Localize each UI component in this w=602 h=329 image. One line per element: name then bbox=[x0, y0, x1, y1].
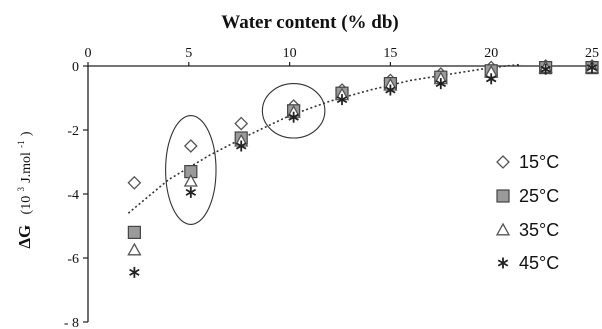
point-asterisk bbox=[498, 258, 508, 269]
x-axis-title: Water content (% db) bbox=[221, 12, 399, 33]
highlight-ellipses bbox=[166, 84, 325, 225]
x-tick-label: 10 bbox=[283, 46, 297, 61]
svg-text:ΔG (10 3 J.: ΔG (10 3 J.mol -1 ) bbox=[9, 131, 34, 249]
legend-item: 25°C bbox=[497, 186, 559, 206]
x-tick-label: 0 bbox=[85, 46, 92, 61]
point-diamond bbox=[497, 156, 509, 168]
y-tick-label: -6 bbox=[67, 252, 79, 267]
y-axis-unit-sup: 3 bbox=[16, 187, 26, 192]
y-axis-title: ΔG (10 3 J.mol -1 ) bbox=[9, 131, 34, 249]
y-tick-label: -4 bbox=[67, 188, 79, 203]
y-axis-ticks: 0 -2 -4 -6 - 8 bbox=[64, 60, 88, 329]
legend-label: 15°C bbox=[519, 152, 559, 172]
point-triangle bbox=[497, 224, 509, 235]
y-tick-label: -2 bbox=[67, 124, 79, 139]
y-axis-unit-mid: J.mol bbox=[19, 152, 34, 183]
x-tick-label: 20 bbox=[484, 46, 498, 61]
legend: 15°C 25°C 35°C 45°C bbox=[497, 152, 559, 273]
x-axis-ticks: 0 5 10 15 20 25 bbox=[85, 46, 600, 66]
point-diamond bbox=[235, 118, 247, 130]
y-tick-label: 0 bbox=[72, 60, 79, 75]
legend-item: 45°C bbox=[498, 253, 559, 273]
point-square bbox=[128, 226, 140, 238]
point-asterisk bbox=[186, 187, 196, 198]
point-diamond bbox=[128, 177, 140, 189]
y-axis-unit-open: (10 bbox=[19, 196, 34, 215]
legend-label: 25°C bbox=[519, 186, 559, 206]
y-axis-unit-close: ) bbox=[19, 131, 34, 136]
x-tick-label: 25 bbox=[585, 46, 599, 61]
y-tick-label: - 8 bbox=[64, 316, 79, 329]
point-square bbox=[497, 190, 509, 202]
legend-item: 15°C bbox=[497, 152, 559, 172]
x-tick-label: 15 bbox=[383, 46, 397, 61]
legend-label: 45°C bbox=[519, 253, 559, 273]
x-tick-label: 5 bbox=[185, 46, 192, 61]
point-asterisk bbox=[130, 267, 140, 278]
point-diamond bbox=[185, 140, 197, 152]
legend-label: 35°C bbox=[519, 220, 559, 240]
legend-item: 35°C bbox=[497, 220, 559, 240]
y-axis-unit-sup2: -1 bbox=[16, 140, 26, 148]
point-triangle bbox=[128, 244, 140, 255]
y-axis-symbol: ΔG bbox=[15, 225, 34, 249]
